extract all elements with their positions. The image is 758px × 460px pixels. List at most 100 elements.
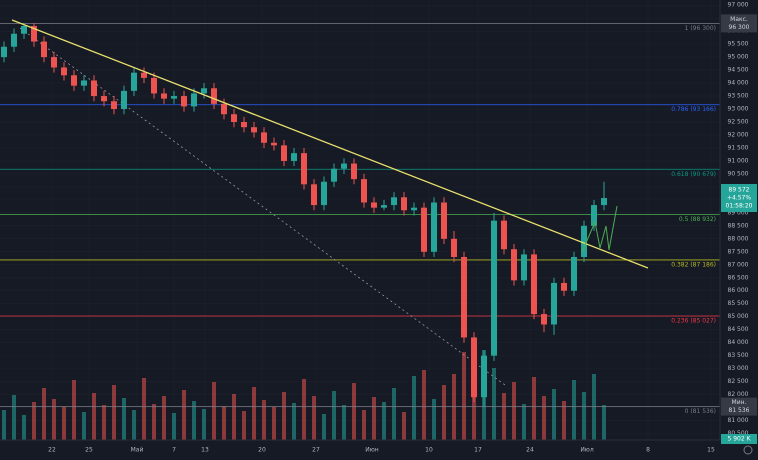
volume-bar: [182, 390, 186, 440]
projection-arrow: [581, 205, 618, 253]
volume-bar: [142, 378, 146, 440]
volume-bar: [112, 385, 116, 440]
candle-body: [521, 254, 527, 281]
candle-body: [31, 25, 37, 42]
candle-body: [391, 197, 397, 206]
volume-bar: [242, 411, 246, 440]
volume-bar: [262, 400, 266, 440]
y-tick-label: 94 500: [728, 67, 749, 74]
candle-body: [121, 90, 127, 110]
candle-body: [501, 220, 507, 250]
fib-label: 1 (96 300): [685, 25, 716, 32]
candle-body: [151, 77, 157, 94]
min-name: Мин.: [732, 399, 747, 406]
candle-body: [531, 254, 537, 315]
y-tick-label: 90 500: [728, 170, 749, 177]
candle-body: [441, 202, 447, 239]
x-tick-label: 13: [201, 447, 209, 454]
last-time: 01:58:20: [726, 203, 753, 210]
volume-bar: [152, 404, 156, 440]
candle-body: [291, 153, 297, 161]
candle-body: [471, 337, 477, 398]
y-tick-label: 89 000: [728, 209, 749, 216]
volume-bar: [312, 396, 316, 440]
volume-bar: [212, 382, 216, 440]
x-tick-label: 7: [172, 447, 176, 454]
last-label: 89 572: [729, 187, 750, 194]
candle-body: [11, 33, 17, 47]
candle-body: [301, 153, 307, 185]
candle-body: [161, 93, 167, 99]
volume-bar: [492, 368, 496, 440]
candle-body: [241, 122, 247, 128]
y-tick-label: 85 000: [728, 313, 749, 320]
volume-bar: [322, 414, 326, 440]
candle-body: [221, 103, 227, 115]
candle-body: [551, 282, 557, 325]
x-tick-label: 22: [48, 447, 56, 454]
volume-bar: [362, 410, 366, 440]
candle-body: [101, 96, 107, 102]
candle-body: [571, 256, 577, 291]
volume-bar: [42, 388, 46, 440]
y-tick-label: 87 000: [728, 261, 749, 268]
volume-bar: [412, 376, 416, 440]
volume-bar: [532, 377, 536, 440]
volume-bar: [602, 405, 606, 440]
volume-bar: [272, 407, 276, 440]
y-tick-label: 94 000: [728, 80, 749, 87]
volume-bar: [342, 405, 346, 440]
candle-body: [481, 355, 487, 398]
x-tick-label: Июн: [365, 447, 379, 454]
candle-body: [51, 57, 57, 68]
volume-bar: [92, 393, 96, 440]
volume-bar: [332, 391, 336, 440]
y-tick-label: 93 500: [728, 93, 749, 100]
candle-body: [541, 314, 547, 325]
candle-body: [91, 80, 97, 97]
candle-body: [141, 72, 147, 78]
fib-label: 0.236 (85 027): [671, 317, 716, 324]
x-tick-label: 20: [258, 447, 266, 454]
volume-bar: [32, 402, 36, 440]
volume-bar: [232, 394, 236, 440]
volume-bar: [172, 413, 176, 440]
fib-label: 0.5 (88 932): [679, 216, 716, 223]
volume-tag-bg: [721, 434, 757, 444]
candle-body: [271, 142, 277, 146]
y-tick-label: 83 500: [728, 352, 749, 359]
volume-bar: [422, 370, 426, 440]
y-tick-label: 92 500: [728, 119, 749, 126]
y-tick-label: 86 500: [728, 274, 749, 281]
x-tick-label: 15: [707, 447, 715, 454]
volume-bar: [372, 397, 376, 440]
y-tick-label: 88 500: [728, 222, 749, 229]
candle-body: [321, 181, 327, 206]
candle-body: [421, 207, 427, 252]
volume-bar: [562, 401, 566, 440]
candle-body: [201, 88, 207, 94]
volume-bar: [132, 410, 136, 440]
volume-bar: [122, 398, 126, 440]
candle-body: [361, 179, 367, 203]
y-tick-label: 82 000: [728, 391, 749, 398]
settings-icon[interactable]: [743, 445, 753, 455]
candle-body: [231, 114, 237, 123]
volume-bar: [52, 399, 56, 440]
candle-body: [181, 96, 187, 107]
candle-body: [351, 163, 357, 180]
candle-body: [411, 207, 417, 211]
volume-bar: [72, 380, 76, 440]
candle-body: [281, 145, 287, 161]
volume-bar: [402, 412, 406, 440]
volume-bar: [2, 410, 6, 440]
candle-body: [561, 282, 567, 291]
last-change: +4.57%: [727, 195, 751, 202]
y-tick-label: 95 500: [728, 41, 749, 48]
volume-bar: [582, 392, 586, 440]
volume-bar: [12, 395, 16, 440]
volume-bar: [352, 383, 356, 440]
x-tick-label: 17: [474, 447, 482, 454]
